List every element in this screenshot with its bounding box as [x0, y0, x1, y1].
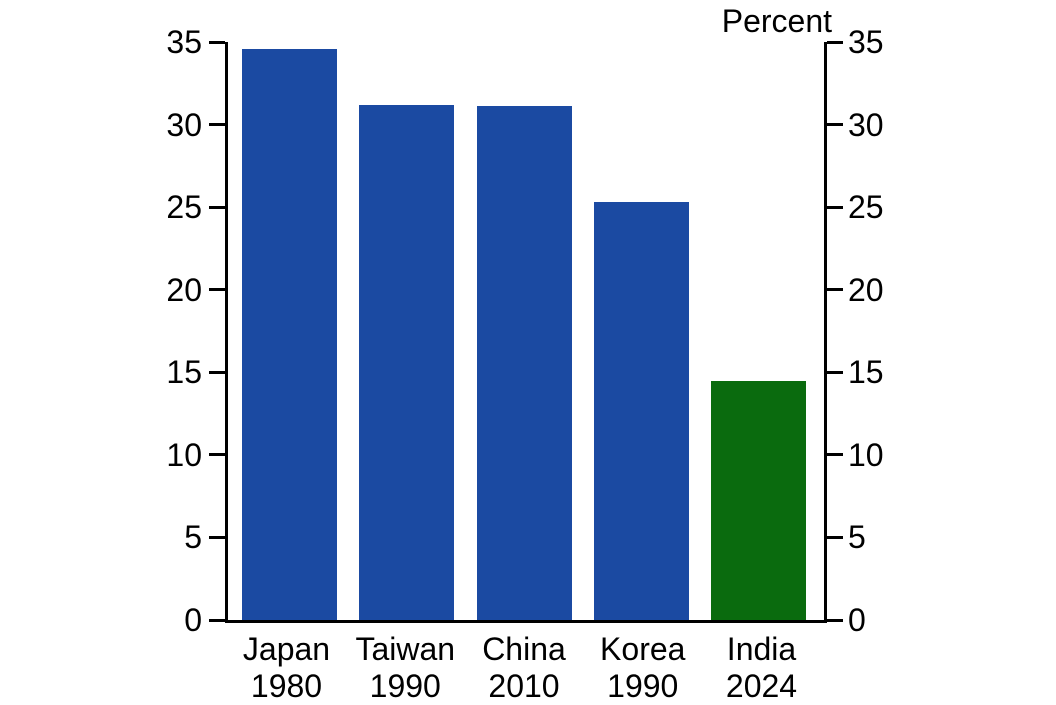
y-tick-label-left: 0	[184, 602, 202, 638]
x-label-country: China	[482, 631, 566, 667]
y-tick-label-left: 5	[184, 519, 202, 556]
y-tick-left	[209, 370, 225, 374]
bar-japan	[242, 48, 337, 620]
x-label-year: 2010	[488, 668, 560, 704]
y-tick-label-right: 30	[848, 106, 884, 143]
y-tick-right	[827, 370, 843, 374]
bars	[228, 42, 824, 620]
y-tick-right	[827, 453, 843, 457]
y-tick-right	[827, 288, 843, 292]
y-tick-left	[209, 205, 225, 209]
x-label-country: Taiwan	[355, 631, 456, 667]
y-tick-label-right: 35	[848, 24, 884, 60]
y-tick-label-left: 30	[166, 106, 202, 143]
y-tick-left	[209, 288, 225, 292]
y-tick-label-right: 0	[848, 602, 866, 638]
x-label-japan: Japan 1980	[239, 631, 334, 705]
y-tick-right	[827, 123, 843, 127]
y-tick-label-left: 35	[166, 24, 202, 60]
x-label-country: Korea	[600, 631, 686, 667]
y-tick-left	[209, 535, 225, 539]
y-tick-right	[827, 205, 843, 209]
x-label-korea: Korea 1990	[595, 631, 690, 705]
x-label-country: India	[726, 631, 797, 667]
bar-china	[476, 106, 572, 620]
y-tick-label-right: 20	[848, 271, 884, 308]
bar-korea	[593, 202, 689, 620]
y-tick-left	[209, 123, 225, 127]
y-tick-right	[827, 618, 843, 622]
y-tick-label-right: 25	[848, 189, 884, 226]
y-tick-right	[827, 535, 843, 539]
bar-india	[711, 380, 806, 620]
y-tick-label-left: 25	[166, 189, 202, 226]
y-tick-label-right: 15	[848, 354, 884, 391]
x-label-taiwan: Taiwan 1990	[355, 631, 456, 705]
x-label-india: India 2024	[714, 631, 809, 705]
x-label-year: 1990	[369, 668, 441, 704]
y-tick-left	[209, 40, 225, 44]
bar-taiwan	[359, 104, 455, 620]
x-label-year: 2024	[725, 668, 798, 704]
y-axis-unit-label: Percent	[721, 3, 832, 39]
y-tick-label-right: 10	[848, 436, 884, 473]
y-tick-left	[209, 453, 225, 457]
y-tick-label-left: 20	[166, 271, 202, 308]
y-tick-label-left: 15	[166, 354, 202, 391]
y-tick-label-right: 5	[848, 519, 866, 556]
y-tick-right	[827, 40, 843, 44]
x-label-year: 1990	[607, 668, 679, 704]
x-label-country: Japan	[242, 631, 331, 667]
x-label-china: China 2010	[477, 631, 572, 705]
x-label-year: 1980	[250, 668, 323, 704]
y-tick-left	[209, 618, 225, 622]
plot-area: 0 0 5 5 10 10 15 15 20 20 25 25 30 30 35 35	[166, 26, 883, 636]
x-labels: Japan 1980 Taiwan 1990 China 2010 Korea 1990 Ind…	[225, 631, 827, 705]
y-tick-label-left: 10	[166, 436, 202, 473]
